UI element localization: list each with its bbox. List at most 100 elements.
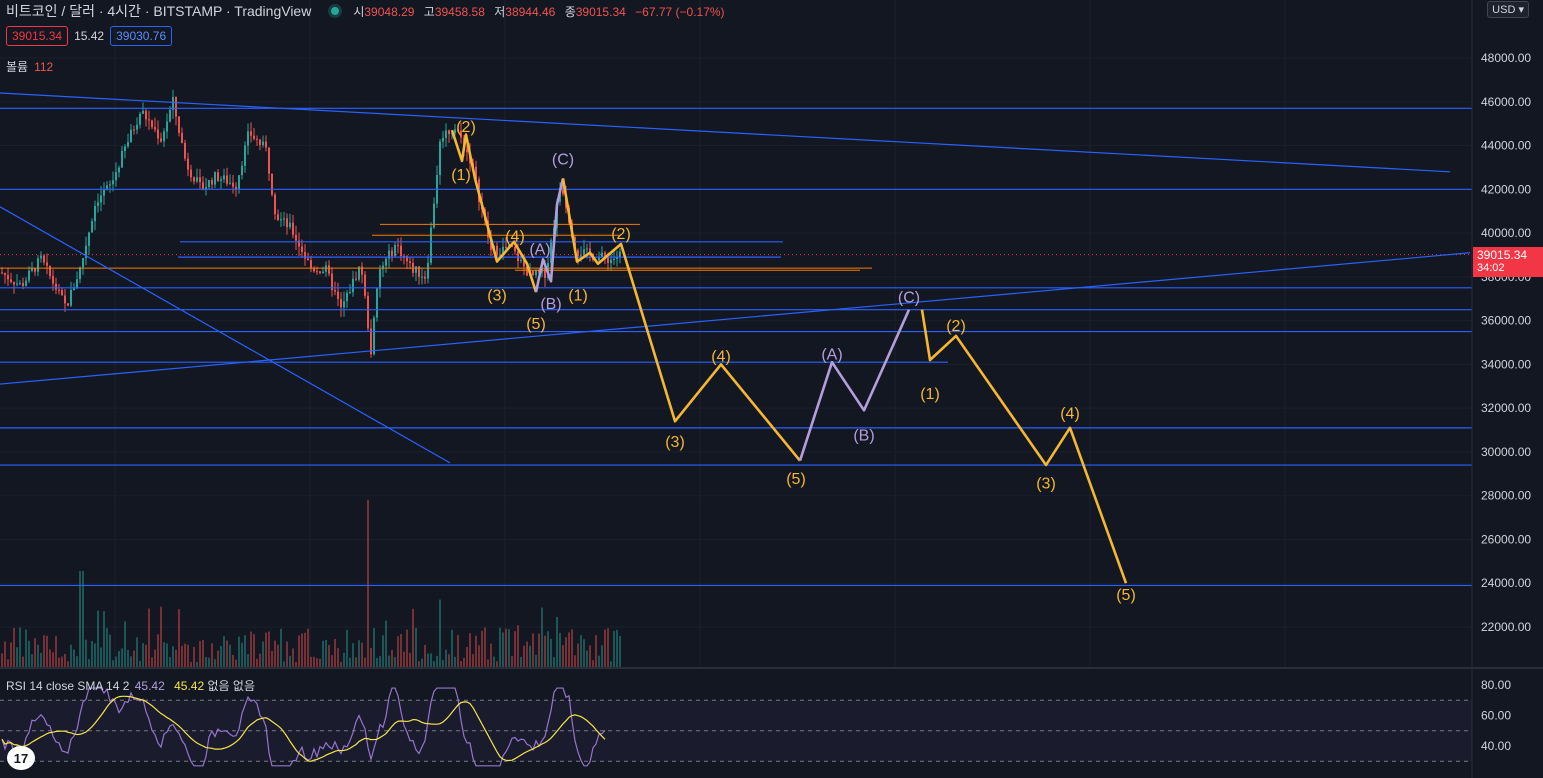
volume-bar <box>583 639 585 668</box>
candle-body <box>295 234 297 241</box>
candle-body <box>520 259 522 261</box>
candle-body <box>46 262 48 266</box>
volume-bar <box>541 607 543 668</box>
volume-bar <box>475 635 477 668</box>
volume-bar <box>139 660 141 668</box>
candle-body <box>445 130 447 138</box>
candle-body <box>181 132 183 143</box>
volume-bar <box>259 653 261 668</box>
volume-bar <box>22 656 24 668</box>
volume-bar <box>358 640 360 668</box>
volume-bar <box>19 627 21 668</box>
candle-body <box>415 266 417 273</box>
trendlines <box>0 92 1471 464</box>
volume-bar <box>547 631 549 668</box>
candle-body <box>28 270 30 281</box>
volume-bar <box>346 629 348 668</box>
candle-body <box>577 250 579 256</box>
close-value: 39015.34 <box>575 4 626 19</box>
candle-body <box>580 255 582 257</box>
rsi-legend[interactable]: RSI 14 close SMA 14 2 45.42 45.42 없음 없음 <box>6 677 255 694</box>
volume-bar <box>589 645 591 668</box>
volume-bar <box>487 659 489 668</box>
candle-body <box>517 251 519 261</box>
volume-bar <box>244 635 246 668</box>
volume-bar <box>508 629 510 668</box>
candle-body <box>73 287 75 291</box>
volume-bar <box>43 635 45 668</box>
candle-body <box>1 272 3 274</box>
volume-legend[interactable]: 볼륨 112 <box>6 58 53 75</box>
volume-bar <box>403 651 405 668</box>
candle-body <box>601 252 603 257</box>
volume-bar <box>130 656 132 668</box>
volume-bar <box>496 661 498 668</box>
candle-body <box>184 142 186 159</box>
candle-body <box>169 109 171 122</box>
symbol-title[interactable]: 비트코인 / 달러 · 4시간 · BITSTAMP · TradingView <box>6 3 312 19</box>
volume-bar <box>70 644 72 668</box>
candle-body <box>235 186 237 190</box>
candle-body <box>355 278 357 280</box>
wave-label: (5) <box>786 471 806 488</box>
volume-bar <box>85 639 87 668</box>
price-tick-label: 22000.00 <box>1481 620 1531 634</box>
candle-body <box>61 289 63 296</box>
trendline <box>0 252 1471 385</box>
volume-bar <box>340 661 342 668</box>
buy-button[interactable]: 39030.76 <box>110 26 173 46</box>
candle-body <box>286 218 288 228</box>
candle-body <box>223 175 225 180</box>
volume-bar <box>136 637 138 668</box>
volume-bar <box>82 571 84 668</box>
candle-body <box>397 244 399 246</box>
volume-bar <box>172 646 174 668</box>
candle-body <box>475 166 477 180</box>
volume-bar <box>604 629 606 668</box>
wave-label: (1) <box>920 386 940 403</box>
tradingview-logo-icon[interactable]: 17 <box>7 746 35 770</box>
volume-bar <box>223 636 225 668</box>
volume-bar <box>61 656 63 668</box>
volume-bar <box>619 635 621 668</box>
candle-body <box>250 131 252 136</box>
candle-body <box>394 244 396 256</box>
candle-body <box>31 268 33 271</box>
volume-bar <box>328 645 330 668</box>
volume-bar <box>166 643 168 668</box>
volume-bar <box>481 630 483 668</box>
wave-label: (A) <box>529 241 550 258</box>
sell-button[interactable]: 39015.34 <box>6 26 69 46</box>
volume-bar <box>511 656 513 668</box>
grid <box>114 0 1286 668</box>
candle-body <box>301 246 303 253</box>
candle-body <box>82 258 84 268</box>
candle-body <box>265 141 267 148</box>
price-tick-label: 46000.00 <box>1481 95 1531 109</box>
volume-bar <box>10 642 12 668</box>
trendline <box>0 92 1451 173</box>
volume-bar <box>559 632 561 668</box>
candle-body <box>202 182 204 190</box>
wave-label: (1) <box>568 287 588 304</box>
candle-body <box>205 187 207 190</box>
volume-bar <box>202 639 204 668</box>
candle-body <box>307 258 309 261</box>
volume-bar <box>241 642 243 668</box>
candle-body <box>613 258 615 260</box>
volume-bar <box>217 650 219 668</box>
currency-selector[interactable]: USD ▾ <box>1487 1 1529 18</box>
volume-bar <box>7 659 9 668</box>
volume-bar <box>349 657 351 668</box>
candle-body <box>532 270 534 276</box>
candle-body <box>343 301 345 308</box>
candle-body <box>259 139 261 146</box>
candle-body <box>40 255 42 259</box>
currency-label: USD <box>1492 4 1516 16</box>
volume-bar <box>553 657 555 668</box>
volume-bar <box>154 649 156 668</box>
candle-body <box>124 146 126 152</box>
volume-bar <box>40 652 42 668</box>
wave-label: (1) <box>451 167 471 184</box>
